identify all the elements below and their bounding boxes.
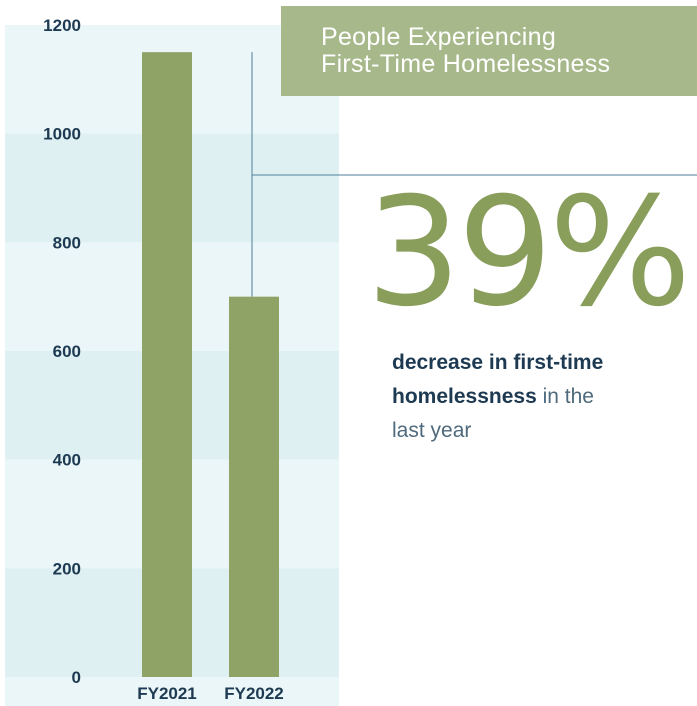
y-tick-label: 600 — [53, 342, 81, 361]
y-tick-label: 400 — [53, 451, 81, 470]
x-category-label: FY2021 — [137, 684, 197, 703]
desc-bold-2: homelessness — [392, 385, 537, 408]
title-line-2: First-Time Homelessness — [321, 50, 611, 78]
desc-bold-1: decrease in first-time — [392, 351, 604, 374]
bar-fy2021 — [142, 52, 192, 677]
y-tick-label: 1000 — [43, 125, 81, 144]
y-tick-label: 200 — [53, 559, 81, 578]
bar-fy2022 — [229, 296, 279, 677]
comparison-annotation — [251, 52, 697, 297]
x-category-label: FY2022 — [224, 684, 284, 703]
desc-rest-1: in the — [536, 385, 594, 408]
desc-rest-2: last year — [392, 419, 472, 442]
background-band — [5, 677, 339, 706]
y-tick-label: 1200 — [43, 16, 81, 35]
title-line-1: People Experiencing — [321, 23, 557, 51]
bars — [142, 52, 279, 677]
percent-decrease-stat: 39% — [366, 166, 691, 340]
y-axis-ticks: 0 200 400 600 800 1000 1200 — [43, 16, 81, 687]
y-tick-label: 0 — [72, 668, 81, 687]
chart-title-box: People Experiencing First-Time Homelessn… — [281, 6, 697, 96]
x-axis-categories: FY2021 FY2022 — [137, 684, 284, 703]
y-tick-label: 800 — [53, 233, 81, 252]
stat-description: decrease in first-time homelessness in t… — [392, 346, 682, 448]
